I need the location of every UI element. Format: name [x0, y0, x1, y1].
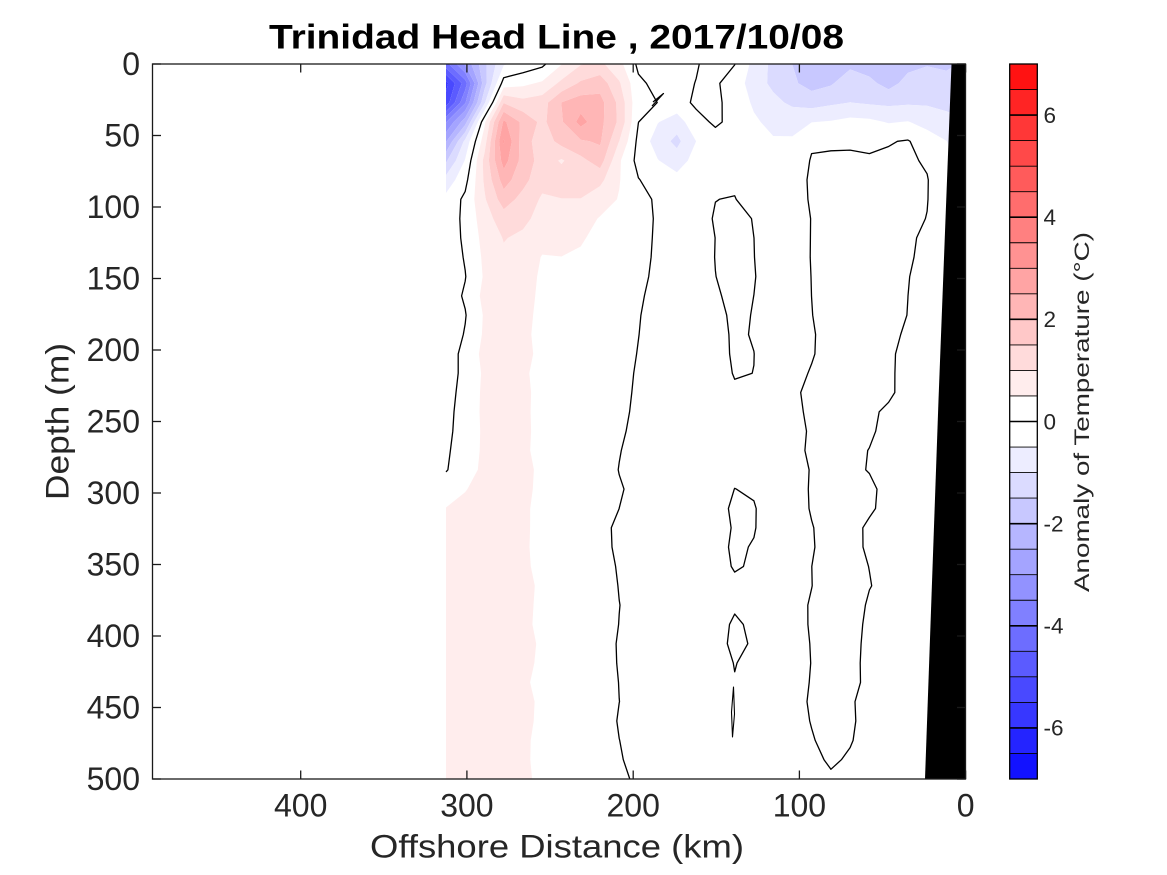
svg-text:Trinidad Head Line , 2017/10/0: Trinidad Head Line , 2017/10/08: [269, 19, 844, 57]
svg-text:0: 0: [122, 46, 140, 82]
svg-text:250: 250: [87, 404, 140, 440]
svg-text:0: 0: [1044, 409, 1057, 434]
svg-text:4: 4: [1044, 205, 1057, 230]
svg-text:400: 400: [87, 618, 140, 654]
svg-text:-4: -4: [1044, 614, 1064, 639]
svg-text:200: 200: [607, 788, 660, 824]
svg-text:300: 300: [87, 475, 140, 511]
svg-text:0: 0: [957, 788, 975, 824]
svg-text:150: 150: [87, 261, 140, 297]
svg-text:350: 350: [87, 547, 140, 583]
svg-text:-2: -2: [1044, 511, 1064, 536]
svg-text:Depth (m): Depth (m): [40, 343, 76, 500]
svg-text:500: 500: [87, 761, 140, 797]
svg-text:6: 6: [1044, 103, 1057, 128]
svg-text:2: 2: [1044, 307, 1057, 332]
svg-text:50: 50: [104, 118, 140, 154]
svg-text:100: 100: [773, 788, 826, 824]
svg-text:450: 450: [87, 690, 140, 726]
svg-text:200: 200: [87, 332, 140, 368]
svg-text:Anomaly of Temperature (°C): Anomaly of Temperature (°C): [1070, 232, 1094, 592]
svg-text:400: 400: [274, 788, 327, 824]
svg-text:300: 300: [440, 788, 493, 824]
svg-text:Offshore Distance (km): Offshore Distance (km): [370, 829, 744, 865]
svg-text:-6: -6: [1044, 716, 1064, 741]
svg-text:100: 100: [87, 189, 140, 225]
